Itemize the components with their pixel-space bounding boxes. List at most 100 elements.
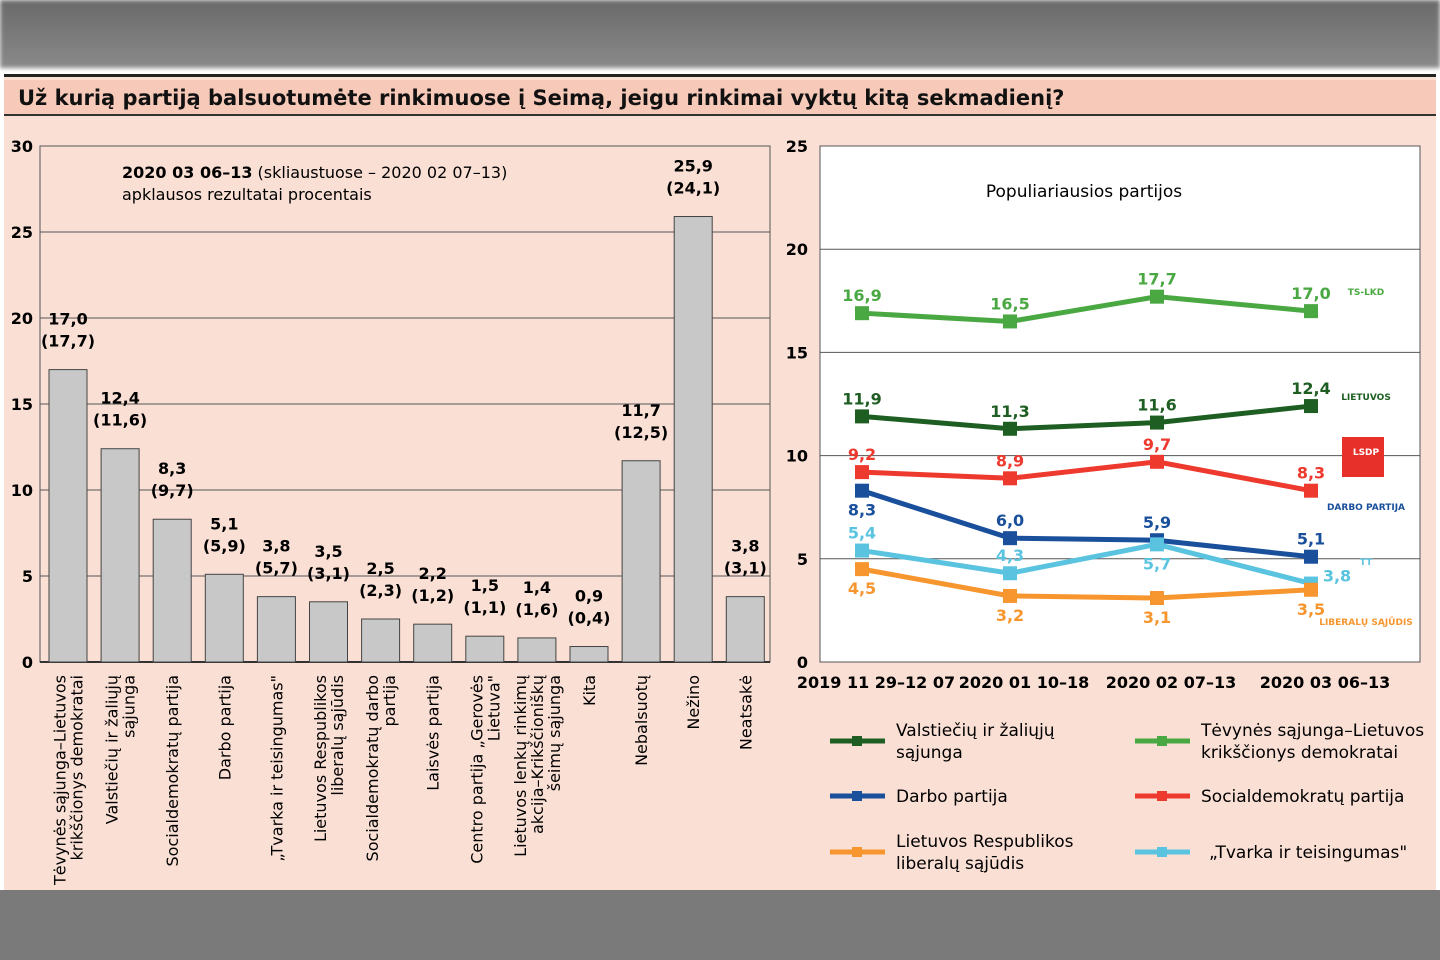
x-tick-label: 2020 01 10–18 (959, 673, 1089, 692)
series-marker (1003, 531, 1017, 546)
series-value-label: 3,5 (1297, 600, 1325, 619)
series-value-label: 5,9 (1143, 513, 1171, 532)
category-label-line: krikščionys demokratai (68, 675, 87, 861)
bar-previous-label: (5,7) (255, 559, 298, 578)
blurred-header (0, 0, 1440, 68)
category-label-line: Lietuvos Respublikos (311, 675, 330, 842)
bar-value-label: 3,5 (314, 542, 342, 561)
y-tick-label: 0 (797, 653, 808, 672)
legend-marker (852, 736, 862, 746)
series-marker (1003, 314, 1017, 329)
bar-previous-label: (1,6) (515, 600, 558, 619)
bar-previous-label: (3,1) (307, 564, 350, 583)
bar-value-label: 12,4 (100, 389, 139, 408)
legend-label: Tėvynės sąjunga–Lietuvos (1200, 721, 1424, 741)
y-tick-label: 10 (786, 447, 808, 466)
series-value-label: 16,5 (990, 294, 1029, 313)
category-label-line: Socialdemokratų partija (163, 675, 182, 866)
blurred-footer (0, 890, 1440, 960)
bar-value-label: 11,7 (621, 401, 660, 420)
bar (152, 518, 192, 663)
y-tick-label: 20 (786, 240, 808, 259)
y-tick-label: 25 (11, 223, 33, 242)
category-label-line: liberalų sąjūdis (328, 675, 347, 796)
series-value-label: 4,5 (848, 579, 876, 598)
bar (725, 596, 765, 663)
bar-previous-label: (24,1) (666, 179, 720, 198)
category-label-line: Lietuva" (484, 675, 503, 741)
series-line (861, 403, 1312, 432)
series-marker (855, 562, 869, 577)
series-value-label: 11,6 (1137, 396, 1176, 415)
series-marker (855, 465, 869, 480)
y-tick-label: 5 (797, 550, 808, 569)
bar (465, 635, 505, 663)
series-value-label: 3,1 (1143, 608, 1171, 627)
bar (204, 573, 244, 663)
series-value-label: 5,4 (848, 524, 876, 543)
bar-value-label: 1,5 (471, 576, 499, 595)
series-line (861, 294, 1312, 324)
y-tick-label: 0 (22, 653, 33, 672)
category-label-line: Centro partija „Gerovės (467, 675, 486, 864)
series-marker (1150, 591, 1164, 606)
category-label-line: Darbo partija (215, 675, 234, 780)
category-label-line: Tėvynės sąjunga–Lietuvos (51, 675, 70, 886)
series-value-label: 17,7 (1137, 270, 1176, 289)
category-label-line: Lietuvos lenkų rinkimų (511, 675, 530, 857)
series-marker (1304, 399, 1318, 414)
series-value-label: 8,3 (848, 501, 876, 520)
bar-previous-label: (9,7) (151, 481, 194, 500)
series-value-label: 8,9 (996, 451, 1024, 470)
bar (48, 369, 88, 663)
category-label-line: Socialdemokratų darbo (363, 675, 382, 861)
legend-label: Valstiečių ir žaliųjų (896, 721, 1055, 741)
bar-value-label: 1,4 (523, 578, 551, 597)
bar (517, 637, 557, 663)
category-label-line: Kita (580, 675, 599, 706)
bar-previous-label: (3,1) (724, 559, 767, 578)
series-marker (1003, 588, 1017, 603)
bar-chart-subtitle: apklausos rezultatai procentais (122, 185, 372, 204)
legend-label: Lietuvos Respublikos (896, 832, 1074, 852)
bar-value-label: 2,5 (366, 559, 394, 578)
bar (309, 601, 348, 663)
category-label: Darbo partija (215, 675, 234, 780)
series-marker (855, 543, 869, 558)
category-label-line: partija (380, 675, 399, 727)
lsdp-logo-bg (1342, 437, 1384, 477)
series-value-label: 11,3 (990, 402, 1029, 421)
bar (569, 646, 609, 663)
series-value-label: 3,8 (1323, 567, 1351, 586)
category-label-line: sąjunga (120, 675, 139, 738)
party-logo: DARBO PARTIJA (1327, 503, 1405, 513)
series-marker (1304, 549, 1318, 564)
bar-value-label: 0,9 (575, 587, 603, 606)
legend-marker (852, 791, 862, 801)
category-label-line: Valstiečių ir žaliųjų (103, 675, 122, 824)
party-logo: LIBERALŲ SĄJŪDIS (1319, 617, 1413, 628)
series-value-label: 17,0 (1291, 284, 1330, 303)
series-marker (1304, 304, 1318, 319)
series-marker (1150, 454, 1164, 469)
bar-value-label: 3,8 (731, 537, 759, 556)
series-value-label: 9,2 (848, 445, 876, 464)
category-label-line: akcija–Krikščioniškų (528, 675, 547, 834)
bar (413, 623, 453, 663)
series-marker (855, 483, 869, 498)
legend-label: „Tvarka ir teisingumas" (1209, 843, 1407, 863)
bar (361, 618, 401, 663)
series-value-label: 4,3 (996, 546, 1024, 565)
party-logo: TS-LKD (1348, 288, 1385, 298)
category-label-line: šeimų sąjunga (545, 675, 564, 791)
party-logo: LIETUVOS (1341, 393, 1391, 403)
y-tick-label: 15 (11, 395, 33, 414)
series-marker (1304, 582, 1318, 597)
series-value-label: 3,2 (996, 606, 1024, 625)
title-note: (skliaustuose – 2020 02 07–13) (252, 163, 507, 182)
legend-label: sąjunga (896, 743, 963, 763)
category-label: Socialdemokratų partija (163, 675, 182, 866)
